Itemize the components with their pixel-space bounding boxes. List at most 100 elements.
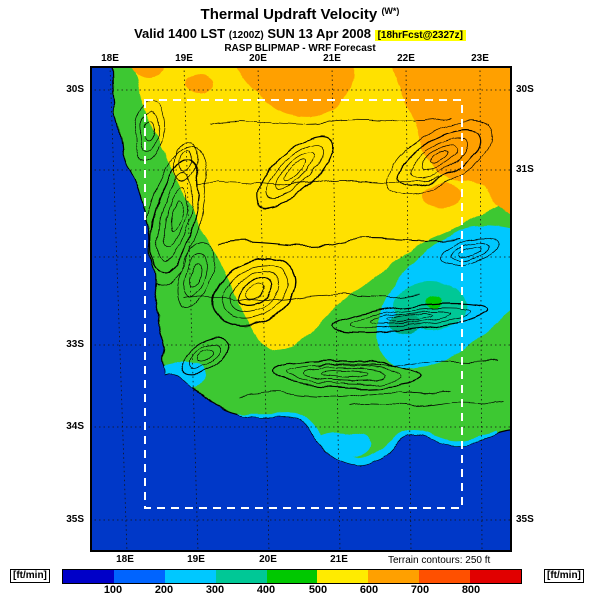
grid-meridian bbox=[405, 66, 412, 552]
contour-ring bbox=[168, 200, 182, 232]
contour-line bbox=[349, 401, 506, 407]
axis-tick-top: 22E bbox=[397, 53, 415, 64]
scale-tick: 200 bbox=[154, 584, 174, 596]
valid-zulu: (1200Z) bbox=[228, 30, 264, 41]
updraft-zone-orange bbox=[185, 75, 215, 93]
axis-tick-bottom: 19E bbox=[187, 554, 205, 565]
contour-ring bbox=[286, 364, 404, 384]
contour-ring bbox=[181, 336, 229, 376]
contour-ring bbox=[173, 140, 197, 182]
contour-cluster-hottentots bbox=[181, 336, 229, 376]
axis-tick-bottom: 21E bbox=[330, 554, 348, 565]
contour-ring bbox=[283, 159, 307, 183]
axis-tick-top: 19E bbox=[175, 53, 193, 64]
updraft-zone-orange bbox=[230, 66, 354, 117]
scale-segment bbox=[266, 570, 318, 583]
title-suffix: (W*) bbox=[381, 6, 400, 16]
axis-tick-top: 21E bbox=[323, 53, 341, 64]
updraft-zone-orange bbox=[386, 66, 512, 216]
scale-segment bbox=[113, 570, 165, 583]
color-scale-bar bbox=[62, 569, 522, 584]
contour-ring bbox=[265, 143, 325, 199]
terrain-contours-note: Terrain contours: 250 ft bbox=[388, 555, 491, 566]
contour-ring bbox=[331, 302, 489, 334]
grid-meridian bbox=[183, 66, 199, 552]
contour-ring bbox=[212, 257, 298, 327]
map-frame bbox=[90, 66, 512, 552]
contour-ring bbox=[304, 367, 386, 381]
contour-line bbox=[239, 391, 451, 397]
updraft-zone-orange bbox=[422, 185, 462, 207]
contour-ring bbox=[399, 129, 481, 187]
contour-ring bbox=[458, 245, 482, 257]
contour-cluster-east-ridge bbox=[440, 236, 500, 266]
axis-tick-left: 34S bbox=[66, 421, 84, 432]
contour-ring bbox=[143, 145, 207, 287]
updraft-zone-orange bbox=[131, 66, 165, 78]
contour-ring bbox=[450, 241, 490, 261]
contour-ring bbox=[140, 110, 160, 152]
axis-tick-top: 20E bbox=[249, 53, 267, 64]
grid-meridian bbox=[331, 66, 341, 552]
contour-ring bbox=[322, 370, 368, 378]
valid-date: SUN 13 Apr 2008 bbox=[267, 26, 371, 41]
grid-meridian bbox=[109, 66, 128, 552]
contour-ring bbox=[245, 284, 265, 300]
contour-cluster-langeberg bbox=[269, 360, 421, 388]
scale-tick: 300 bbox=[205, 584, 225, 596]
scale-tick: 700 bbox=[410, 584, 430, 596]
contour-ring bbox=[195, 348, 215, 364]
axis-tick-bottom: 20E bbox=[259, 554, 277, 565]
units-label-left: [ft/min] bbox=[10, 569, 50, 583]
title-text: Thermal Updraft Velocity bbox=[200, 6, 378, 23]
scale-segment bbox=[419, 570, 471, 583]
axis-tick-bottom: 18E bbox=[116, 554, 134, 565]
scale-segment bbox=[164, 570, 216, 583]
contour-ring bbox=[387, 120, 493, 196]
contour-line bbox=[209, 117, 451, 125]
contour-ring bbox=[256, 135, 334, 207]
contour-line bbox=[197, 177, 441, 186]
contour-ring bbox=[411, 138, 469, 178]
contour-cluster-north-ridge bbox=[256, 135, 334, 207]
contour-line bbox=[319, 359, 499, 367]
valid-line: Valid 1400 LST (1200Z) SUN 13 Apr 2008 [… bbox=[0, 26, 600, 41]
scale-segment bbox=[317, 570, 369, 583]
contour-ring bbox=[189, 342, 221, 370]
domain-box bbox=[144, 99, 463, 509]
updraft-zone-green-core bbox=[425, 296, 443, 308]
scale-tick: 500 bbox=[308, 584, 328, 596]
axis-tick-right: 30S bbox=[516, 84, 534, 95]
contour-cluster-cederberg bbox=[143, 145, 207, 287]
contour-ring bbox=[178, 149, 192, 173]
contour-ring bbox=[163, 186, 187, 246]
axis-tick-left: 33S bbox=[66, 339, 84, 350]
contour-ring bbox=[175, 243, 215, 309]
latlon-grid bbox=[90, 66, 512, 552]
axis-tick-left: 35S bbox=[66, 514, 84, 525]
contour-ring bbox=[421, 145, 459, 171]
scale-tick: 800 bbox=[461, 584, 481, 596]
forecast-badge: [18hrFcst@2327z] bbox=[374, 30, 466, 41]
contour-cluster-swartberg bbox=[331, 302, 489, 334]
axis-tick-right: 31S bbox=[516, 164, 534, 175]
axis-tick-top: 18E bbox=[101, 53, 119, 64]
contour-ring bbox=[150, 158, 200, 274]
contour-ring bbox=[367, 311, 453, 325]
grid-meridian bbox=[257, 66, 270, 552]
grid-meridian bbox=[479, 66, 483, 552]
scale-tick: 600 bbox=[359, 584, 379, 596]
contour-cluster-escarpment bbox=[387, 120, 493, 196]
axis-tick-left: 30S bbox=[66, 84, 84, 95]
contour-ring bbox=[349, 307, 471, 329]
model-line: RASP BLIPMAP - WRF Forecast bbox=[224, 43, 376, 54]
scale-segment bbox=[368, 570, 420, 583]
contour-ring bbox=[440, 236, 500, 266]
axis-tick-top: 23E bbox=[471, 53, 489, 64]
contour-cluster-piketberg bbox=[173, 140, 197, 182]
scale-segment bbox=[63, 570, 114, 583]
contour-ring bbox=[230, 272, 280, 312]
scale-tick: 100 bbox=[103, 584, 123, 596]
forecast-map bbox=[90, 66, 512, 552]
